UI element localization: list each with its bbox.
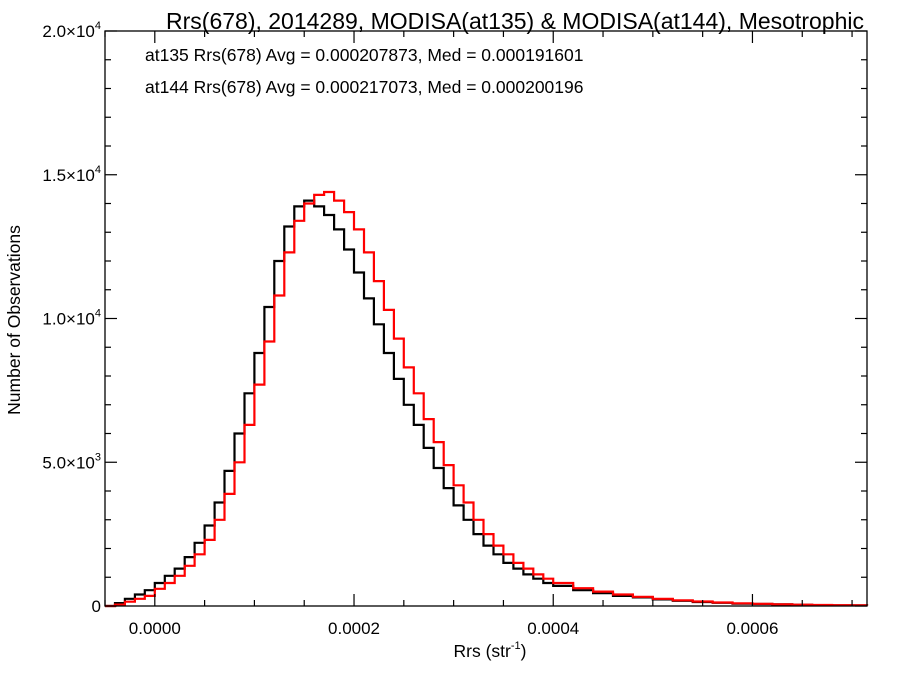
- chart-title: Rrs(678), 2014289, MODISA(at135) & MODIS…: [166, 8, 864, 34]
- y-tick-label: 0: [92, 597, 101, 616]
- series-line-at135: [105, 199, 869, 608]
- x-tick-label: 0.0006: [726, 619, 778, 638]
- series-line-at144: [105, 190, 869, 608]
- plot-frame: [104, 30, 868, 607]
- x-tick-label: 0.0000: [129, 619, 181, 638]
- y-tick-label: 1.5×104: [42, 164, 101, 185]
- y-axis-label: Number of Observations: [4, 225, 24, 415]
- x-tick-label: 0.0002: [328, 619, 380, 638]
- annotation-at135: at135 Rrs(678) Avg = 0.000207873, Med = …: [145, 45, 584, 65]
- y-tick-label: 1.0×104: [42, 308, 101, 329]
- x-axis-label-exponent: -1: [511, 640, 521, 652]
- y-tick-label: 2.0×104: [42, 20, 101, 41]
- series-layer: [105, 190, 869, 608]
- svg-text:Number of Observations: Number of Observations: [4, 225, 24, 415]
- x-tick-label: 0.0004: [527, 619, 579, 638]
- y-tick-label: 5.0×103: [42, 451, 101, 472]
- tick-layer: 0.0000 0.0002 0.0004 0.0006 0 5.0×103 1.0×104 1…: [42, 20, 867, 638]
- annotation-at144: at144 Rrs(678) Avg = 0.000217073, Med = …: [145, 77, 584, 97]
- x-axis-label: Rrs (str-1): [454, 640, 527, 661]
